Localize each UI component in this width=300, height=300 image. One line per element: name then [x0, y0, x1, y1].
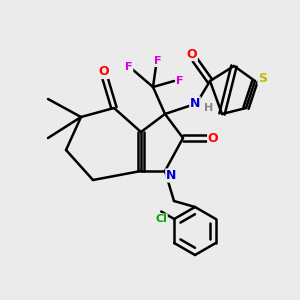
Text: S: S — [258, 71, 267, 85]
Text: N: N — [190, 97, 200, 110]
Text: F: F — [176, 76, 184, 86]
Text: O: O — [98, 65, 109, 79]
Text: Cl: Cl — [155, 214, 167, 224]
Text: F: F — [154, 56, 161, 67]
Text: N: N — [166, 169, 176, 182]
Text: F: F — [125, 62, 133, 73]
Text: O: O — [187, 47, 197, 61]
Text: O: O — [208, 131, 218, 145]
Text: H: H — [204, 103, 213, 113]
